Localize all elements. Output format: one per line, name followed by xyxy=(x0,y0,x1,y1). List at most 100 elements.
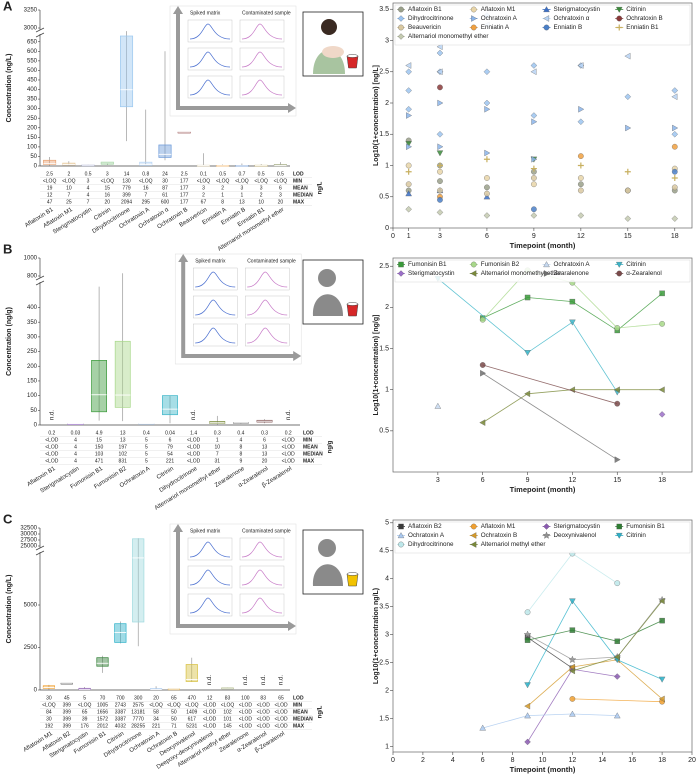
inset-trace xyxy=(247,271,288,288)
data-point xyxy=(405,181,412,188)
table-cell: 13 xyxy=(120,430,126,436)
table-row-label: MIN xyxy=(293,178,303,184)
icon-infant-body xyxy=(312,564,343,586)
legend-marker xyxy=(397,15,405,22)
table-cell: 16 xyxy=(105,192,111,198)
table-cell: 61 xyxy=(162,192,168,198)
y-tick-label: 100 xyxy=(27,144,38,150)
table-cell: 24 xyxy=(162,171,168,177)
table-cell: 300 xyxy=(134,695,143,701)
table-cell: 5231 xyxy=(186,723,197,729)
legend-label: Fumonisin B1 xyxy=(626,523,665,530)
y-tick-label: 350 xyxy=(27,97,38,103)
data-point xyxy=(569,319,576,326)
legend-label: Alternariol monomethyl ether xyxy=(481,270,562,277)
table-cell: <LOQ xyxy=(235,178,249,184)
plot-frame xyxy=(392,519,693,753)
table-cell: 2 xyxy=(202,192,205,198)
y-tick-label: 150 xyxy=(27,379,38,385)
table-cell: 0.04 xyxy=(165,430,175,436)
table-cell: <LOD xyxy=(45,451,59,457)
table-cell: 2 xyxy=(67,171,70,177)
data-point xyxy=(405,206,412,213)
data-point xyxy=(530,68,537,76)
data-point xyxy=(524,682,531,689)
legend-marker xyxy=(542,531,551,539)
table-cell: <LOD xyxy=(187,444,201,450)
data-point xyxy=(480,369,487,377)
x-tick-label: 18 xyxy=(658,757,666,764)
legend-marker xyxy=(398,6,404,13)
inset-trace xyxy=(241,569,283,586)
table-cell: 3 xyxy=(260,185,263,191)
table-cell: 65 xyxy=(171,695,177,701)
y-tick-label: 0.5 xyxy=(379,194,389,201)
table-cell: 470 xyxy=(188,695,197,701)
table-row-label: MEAN xyxy=(293,709,308,715)
table-row-label: MEAN xyxy=(293,185,308,191)
legend-label: Ochratoxin α xyxy=(554,15,590,22)
data-point xyxy=(483,212,491,219)
table-cell: 471 xyxy=(95,458,104,464)
table-cell: 617 xyxy=(188,716,197,722)
data-point xyxy=(613,386,620,393)
axis-break xyxy=(35,545,45,556)
data-point xyxy=(658,676,666,683)
table-row-label: MEDIAN xyxy=(293,192,313,198)
inset-trace xyxy=(241,51,283,68)
x-tick-label: 12 xyxy=(569,477,577,484)
inset-panel xyxy=(192,267,238,291)
legend-marker xyxy=(470,532,477,539)
table-cell: <LOD xyxy=(282,451,296,457)
legend-label: Aflatoxin M1 xyxy=(481,6,516,13)
data-point xyxy=(524,637,531,643)
table-cell: 103 xyxy=(95,451,104,457)
table-cell: 8 xyxy=(221,199,224,205)
legend-marker xyxy=(470,6,477,13)
data-point xyxy=(531,118,538,126)
table-cell: 4 xyxy=(87,185,90,191)
inset-trace xyxy=(195,327,236,344)
icon-cup-rim xyxy=(346,54,359,58)
table-cell: 4 xyxy=(87,192,90,198)
y-tick-label: 400 xyxy=(27,305,38,311)
legend-marker xyxy=(398,523,404,530)
table-cell: <LOD xyxy=(187,451,201,457)
data-point xyxy=(483,68,491,75)
table-cell: 7 xyxy=(67,192,70,198)
table-cell: 5 xyxy=(145,437,148,443)
table-cell: 2.5 xyxy=(181,171,188,177)
y-tick-label: 500 xyxy=(27,68,38,74)
data-point xyxy=(658,411,666,418)
series-line xyxy=(482,713,618,729)
data-point xyxy=(484,175,490,181)
data-point xyxy=(658,597,665,605)
table-cell: <LOQ xyxy=(167,702,181,708)
table-cell: 0.5 xyxy=(277,171,284,177)
inset-panel xyxy=(187,75,233,99)
data-point xyxy=(437,178,443,184)
legend-marker xyxy=(543,24,550,31)
inset-arrowhead xyxy=(173,6,183,14)
table-cell: 8 xyxy=(240,444,243,450)
y-tick-label: 2500 xyxy=(24,645,38,651)
data-point xyxy=(659,290,665,297)
data-point xyxy=(530,212,538,219)
y-tick-label: 2 xyxy=(385,100,389,107)
data-point xyxy=(524,350,531,356)
table-cell: 4 xyxy=(74,451,77,457)
x-tick-label: 2 xyxy=(421,757,425,764)
table-cell: 84 xyxy=(46,709,52,715)
data-point xyxy=(524,294,531,301)
data-point xyxy=(436,43,443,51)
inset-trace xyxy=(195,299,236,316)
series-line xyxy=(527,620,663,642)
table-cell: 28255 xyxy=(131,723,145,729)
data-point xyxy=(531,181,537,188)
table-cell: <LOQ xyxy=(221,702,235,708)
table-cell: 1 xyxy=(221,192,224,198)
series-line xyxy=(482,372,618,460)
y-tick-label: 5 xyxy=(385,520,389,527)
legend-label: Aflatoxin M1 xyxy=(481,523,516,530)
table-cell: 34 xyxy=(153,716,159,722)
